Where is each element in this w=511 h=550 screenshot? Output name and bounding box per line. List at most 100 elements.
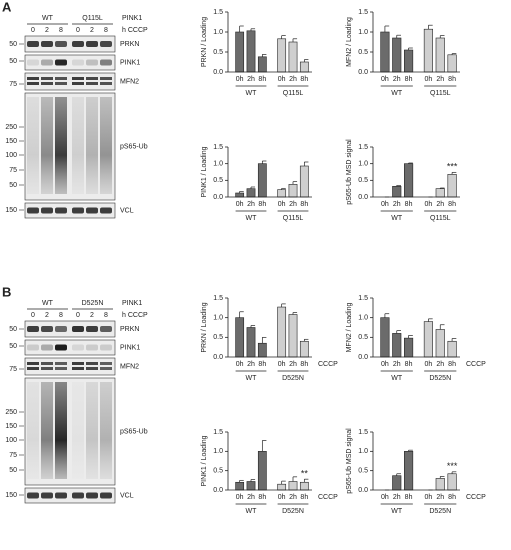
mw-marker: 75 — [9, 167, 17, 174]
bar — [277, 483, 287, 491]
x-tick-label: 8h — [258, 494, 266, 501]
x-tick-label: 2h — [247, 76, 255, 83]
band — [27, 77, 39, 80]
group-label: Q115L — [430, 215, 451, 222]
band — [72, 41, 84, 47]
group-label: D525N — [282, 508, 304, 515]
y-tick-label: 1.5 — [358, 295, 368, 302]
bar — [277, 306, 287, 358]
smear — [100, 97, 112, 194]
band — [27, 344, 39, 351]
y-tick-label: 0.0 — [358, 69, 368, 76]
band — [41, 59, 53, 66]
band — [72, 82, 84, 85]
y-tick-label: 1.5 — [358, 144, 368, 151]
band — [100, 77, 112, 80]
band — [27, 326, 39, 332]
mw-marker: 150 — [5, 423, 17, 430]
band — [41, 367, 53, 370]
band — [41, 492, 53, 499]
y-tick-label: 1.0 — [213, 161, 223, 168]
x-tick-label: 8h — [448, 76, 456, 83]
group-label: WT — [391, 215, 403, 222]
x-tick-label: 2h — [289, 361, 297, 368]
lane-label: 0 — [76, 312, 80, 319]
blot-strip — [24, 487, 116, 504]
group-label: WT — [246, 215, 258, 222]
band — [41, 362, 53, 365]
x-tick-label: 8h — [405, 76, 413, 83]
x-axis-label: CCCP — [318, 494, 338, 501]
x-tick-label: 8h — [300, 76, 308, 83]
smear — [27, 97, 39, 194]
band-label: VCL — [120, 492, 134, 499]
mw-marker: 75 — [9, 452, 17, 459]
bar — [299, 165, 309, 198]
band — [86, 41, 98, 47]
y-tick-label: 1.0 — [358, 315, 368, 322]
y-tick-label: 1.0 — [358, 448, 368, 455]
mw-marker: 50 — [9, 182, 17, 189]
band — [100, 41, 112, 47]
lane-label: 8 — [104, 27, 108, 34]
bar — [288, 41, 298, 73]
mw-marker: 100 — [5, 437, 17, 444]
x-tick-label: 2h — [436, 201, 444, 208]
band — [27, 59, 39, 66]
smear — [41, 97, 53, 194]
band — [86, 207, 98, 214]
y-tick-label: 1.0 — [213, 29, 223, 36]
group-label: D525N — [429, 375, 451, 382]
blot-strip — [24, 72, 116, 91]
band-label: pS65-Ub — [120, 143, 148, 150]
y-axis-label: pS65-Ub MSD signal — [346, 139, 353, 205]
smear — [72, 382, 84, 479]
bar — [380, 31, 390, 73]
band — [100, 367, 112, 370]
band — [27, 41, 39, 47]
y-tick-label: 0.0 — [213, 354, 223, 361]
y-tick-label: 0.0 — [213, 69, 223, 76]
y-tick-label: 1.5 — [358, 9, 368, 16]
band — [41, 41, 53, 47]
x-tick-label: 8h — [405, 494, 413, 501]
y-tick-label: 0.0 — [358, 354, 368, 361]
bar — [235, 317, 245, 358]
y-tick-label: 1.5 — [213, 429, 223, 436]
y-tick-label: 1.0 — [358, 161, 368, 168]
group-label: Q115L — [283, 215, 304, 222]
bar — [277, 189, 287, 198]
band-label: PRKN — [120, 41, 139, 48]
band — [100, 207, 112, 214]
x-tick-label: 2h — [247, 361, 255, 368]
band — [55, 344, 67, 351]
y-axis-label: MFN2 / Loading — [346, 17, 353, 67]
x-tick-label: 0h — [425, 76, 433, 83]
band-label: MFN2 — [120, 78, 139, 85]
significance: *** — [447, 461, 458, 471]
bar — [447, 174, 457, 198]
x-tick-label: 8h — [300, 494, 308, 501]
blot-strip — [24, 339, 116, 356]
smear — [27, 382, 39, 479]
bar — [423, 321, 433, 358]
mw-marker: 150 — [5, 492, 17, 499]
genotype-label: WT — [42, 300, 54, 307]
y-tick-label: 0.5 — [358, 334, 368, 341]
lane-label: 8 — [104, 312, 108, 319]
bar — [447, 473, 457, 491]
bar — [235, 31, 245, 73]
bar — [288, 481, 298, 491]
lane-label: 2 — [45, 27, 49, 34]
x-tick-label: 8h — [448, 201, 456, 208]
x-tick-label: 0h — [236, 494, 244, 501]
lane-label: 0 — [31, 27, 35, 34]
x-tick-label: 2h — [393, 201, 401, 208]
bar — [404, 451, 414, 491]
band — [55, 59, 67, 66]
bar — [246, 188, 256, 198]
x-tick-label: 8h — [300, 361, 308, 368]
blot-strip — [24, 357, 116, 376]
band — [27, 362, 39, 365]
